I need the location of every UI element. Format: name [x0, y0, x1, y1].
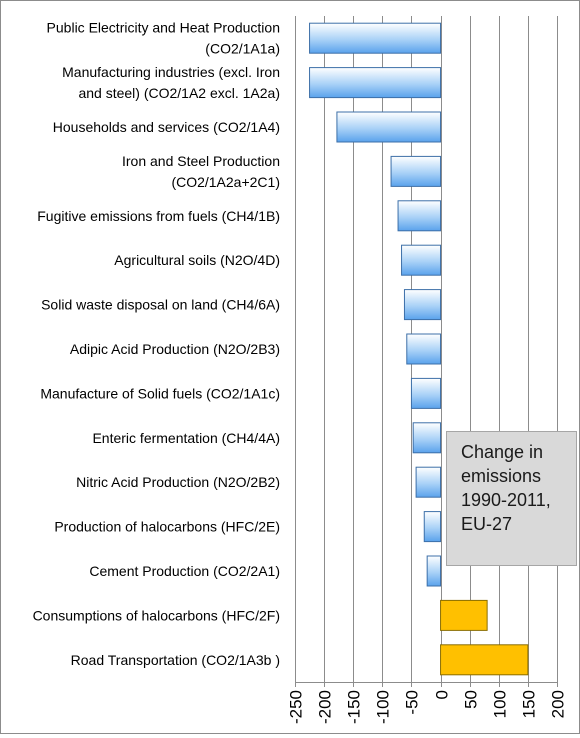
bar	[309, 22, 442, 54]
bar	[336, 111, 442, 143]
category-label: Manufacturing industries (excl. Iron	[62, 64, 280, 80]
bar	[403, 289, 442, 321]
category-label: Nitric Acid Production (N2O/2B2)	[76, 474, 280, 490]
annotation-line: 1990-2011,	[461, 490, 551, 510]
bar	[440, 599, 488, 631]
x-tick-label: 50	[462, 690, 481, 709]
x-tick-label: -50	[403, 690, 422, 715]
category-label: Road Transportation (CO2/1A3b )	[71, 652, 280, 668]
bar	[415, 466, 442, 498]
x-tick-label: -150	[345, 690, 364, 724]
bar	[401, 244, 442, 276]
category-label: Enteric fermentation (CH4/4A)	[92, 430, 280, 446]
bar	[426, 555, 442, 587]
bar	[397, 200, 442, 232]
annotation-line: emissions	[461, 466, 542, 486]
category-label: Cement Production (CO2/2A1)	[89, 563, 280, 579]
category-label: Production of halocarbons (HFC/2E)	[54, 519, 280, 535]
x-tick-label: 150	[520, 690, 539, 718]
category-label: Iron and Steel Production	[122, 153, 280, 169]
category-label: Adipic Acid Production (N2O/2B3)	[70, 341, 280, 357]
bar	[412, 422, 442, 454]
annotation-line: EU-27	[461, 514, 513, 534]
category-label: Fugitive emissions from fuels (CH4/1B)	[37, 208, 280, 224]
category-label: Households and services (CO2/1A4)	[53, 119, 280, 135]
category-label: Manufacture of Solid fuels (CO2/1A1c)	[40, 385, 280, 401]
x-tick-label: -100	[374, 690, 393, 724]
bar	[440, 644, 529, 676]
bars	[309, 22, 529, 676]
x-tick-labels: -250 -200 -150 -100 -50 0 50 100 150 200	[287, 690, 568, 724]
x-tick-label: 100	[491, 690, 510, 718]
annotation-line: Change in	[461, 442, 544, 462]
bar	[406, 333, 442, 365]
bar	[423, 511, 442, 543]
category-label: Agricultural soils (N2O/4D)	[114, 252, 280, 268]
bar	[410, 377, 442, 409]
x-tick-label: 0	[433, 690, 452, 699]
bar	[390, 155, 442, 187]
x-tick-label: -250	[287, 690, 306, 724]
annotation-text-box: Change in emissions 1990-2011, EU-27	[446, 431, 577, 566]
x-tick-label: 200	[549, 690, 568, 718]
category-label: and steel) (CO2/1A2 excl. 1A2a)	[78, 85, 280, 101]
category-labels: Public Electricity and Heat Production (C…	[33, 20, 280, 668]
bar	[309, 67, 442, 99]
category-label: (CO2/1A2a+2C1)	[171, 174, 280, 190]
category-label: (CO2/1A1a)	[205, 41, 280, 57]
x-tick-label: -200	[316, 690, 335, 724]
category-label: Solid waste disposal on land (CH4/6A)	[41, 297, 280, 313]
category-label: Consumptions of halocarbons (HFC/2F)	[33, 607, 280, 623]
category-label: Public Electricity and Heat Production	[47, 20, 280, 36]
